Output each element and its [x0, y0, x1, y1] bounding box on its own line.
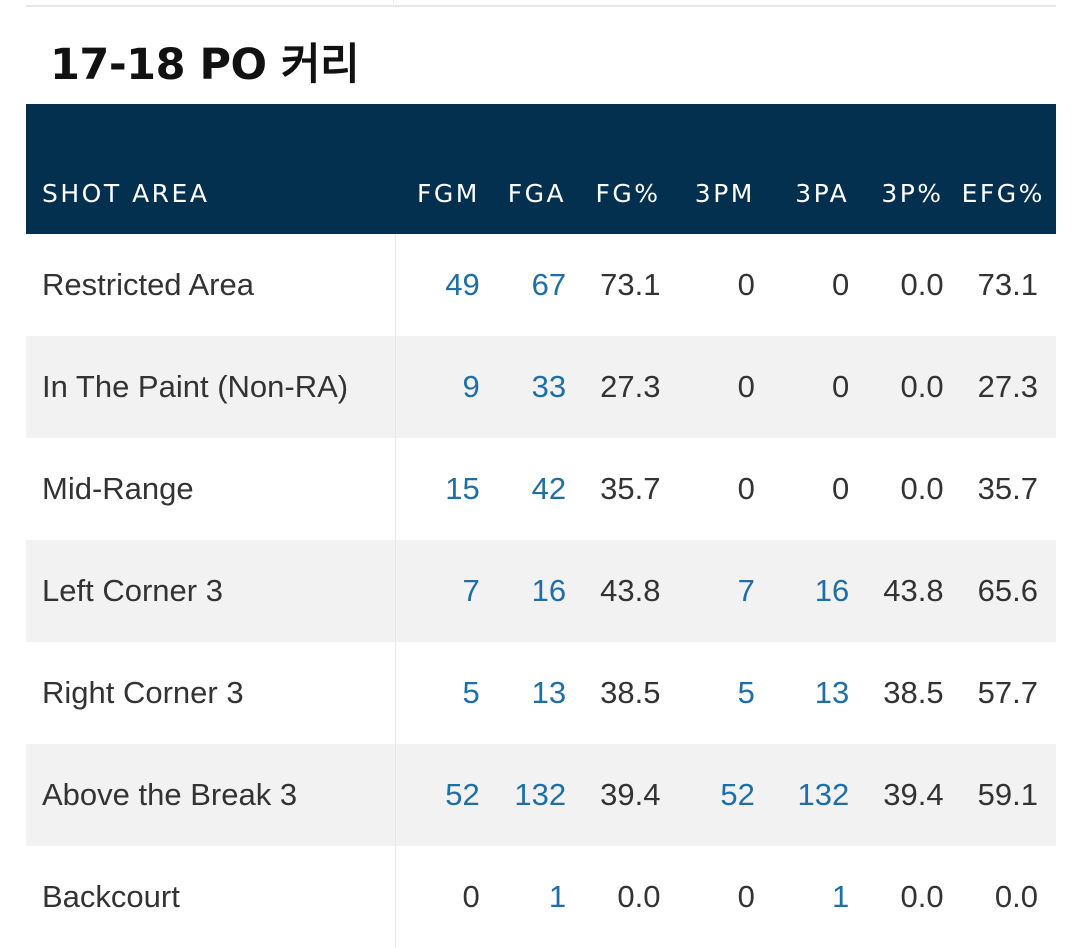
cell-3p-pct: 43.8	[883, 573, 944, 608]
table-row: In The Paint (Non-RA) 9 33 27.3 0 0 0.0 27.3	[26, 336, 1056, 438]
header-3pa[interactable]: 3PA	[795, 179, 850, 208]
cell-fga[interactable]: 67	[531, 267, 567, 302]
cell-3pa: 0	[831, 369, 850, 404]
cell-fg-pct: 27.3	[600, 369, 661, 404]
table-row: Restricted Area 49 67 73.1 0 0 0.0 73.1	[26, 234, 1056, 336]
cell-shot-area: Above the Break 3	[26, 744, 396, 846]
table-row: Above the Break 3 52 132 39.4 52 132 39.4 59.1	[26, 744, 1056, 846]
cell-3pm[interactable]: 5	[737, 675, 755, 710]
header-efg-pct[interactable]: EFG%	[961, 179, 1045, 208]
header-fgm[interactable]: FGM	[416, 179, 480, 208]
cell-shot-area: Restricted Area	[26, 234, 396, 336]
table-row: Backcourt 0 1 0.0 0 1 0.0 0.0	[26, 846, 1056, 948]
cell-efg-pct: 59.1	[977, 777, 1038, 812]
page-title: 17-18 PO 커리	[50, 40, 360, 90]
cell-3pa[interactable]: 132	[797, 777, 850, 812]
header-fga[interactable]: FGA	[507, 179, 567, 208]
cell-3pm: 0	[737, 471, 755, 506]
cell-3p-pct: 39.4	[883, 777, 944, 812]
cell-fga[interactable]: 1	[548, 879, 567, 914]
cell-3p-pct: 0.0	[900, 369, 944, 404]
top-column-divider	[393, 0, 394, 7]
cell-3p-pct: 0.0	[900, 471, 944, 506]
cell-3pa[interactable]: 13	[814, 675, 850, 710]
cell-efg-pct: 57.7	[977, 675, 1038, 710]
cell-efg-pct: 0.0	[994, 879, 1038, 914]
cell-fgm[interactable]: 5	[462, 675, 480, 710]
cell-fga[interactable]: 42	[531, 471, 567, 506]
cell-3pa: 0	[831, 471, 850, 506]
cell-shot-area: Backcourt	[26, 846, 396, 948]
header-3pm[interactable]: 3PM	[694, 179, 755, 208]
header-3p-pct[interactable]: 3P%	[881, 179, 944, 208]
cell-fga[interactable]: 16	[531, 573, 567, 608]
cell-fg-pct: 43.8	[600, 573, 661, 608]
cell-3pa[interactable]: 1	[831, 879, 850, 914]
cell-fga[interactable]: 132	[514, 777, 567, 812]
cell-3p-pct: 0.0	[900, 267, 944, 302]
cell-shot-area: In The Paint (Non-RA)	[26, 336, 396, 438]
header-fg-pct[interactable]: FG%	[595, 179, 661, 208]
cell-shot-area: Mid-Range	[26, 438, 396, 540]
top-divider-line	[26, 5, 1056, 7]
cell-fga[interactable]: 33	[531, 369, 567, 404]
cell-3pm: 0	[737, 369, 755, 404]
cell-fgm[interactable]: 15	[445, 471, 480, 506]
cell-3pa[interactable]: 16	[814, 573, 850, 608]
header-shot-area[interactable]: SHOT AREA	[42, 179, 210, 208]
cell-fgm[interactable]: 52	[445, 777, 480, 812]
cell-3pm: 0	[737, 267, 755, 302]
cell-3pm: 0	[737, 879, 755, 914]
cell-fgm[interactable]: 7	[462, 573, 480, 608]
table-row: Right Corner 3 5 13 38.5 5 13 38.5 57.7	[26, 642, 1056, 744]
cell-fgm[interactable]: 9	[462, 369, 480, 404]
table-header-row: SHOT AREA FGM FGA FG% 3PM 3PA 3P% EFG%	[26, 104, 1056, 234]
cell-fg-pct: 39.4	[600, 777, 661, 812]
cell-fg-pct: 35.7	[600, 471, 661, 506]
cell-efg-pct: 73.1	[977, 267, 1038, 302]
cell-shot-area: Right Corner 3	[26, 642, 396, 744]
cell-efg-pct: 35.7	[977, 471, 1038, 506]
cell-fg-pct: 38.5	[600, 675, 661, 710]
cell-fgm[interactable]: 49	[445, 267, 480, 302]
cell-shot-area: Left Corner 3	[26, 540, 396, 642]
cell-3pa: 0	[831, 267, 850, 302]
table-row: Mid-Range 15 42 35.7 0 0 0.0 35.7	[26, 438, 1056, 540]
cell-3p-pct: 38.5	[883, 675, 944, 710]
cell-fgm: 0	[462, 879, 480, 914]
cell-efg-pct: 27.3	[977, 369, 1038, 404]
shot-area-stats-table: SHOT AREA FGM FGA FG% 3PM 3PA 3P% EFG% R…	[26, 104, 1056, 948]
cell-3pm[interactable]: 52	[720, 777, 755, 812]
cell-fg-pct: 73.1	[600, 267, 661, 302]
table-row: Left Corner 3 7 16 43.8 7 16 43.8 65.6	[26, 540, 1056, 642]
cell-3pm[interactable]: 7	[737, 573, 755, 608]
cell-fg-pct: 0.0	[617, 879, 661, 914]
cell-3p-pct: 0.0	[900, 879, 944, 914]
cell-efg-pct: 65.6	[977, 573, 1038, 608]
cell-fga[interactable]: 13	[531, 675, 567, 710]
